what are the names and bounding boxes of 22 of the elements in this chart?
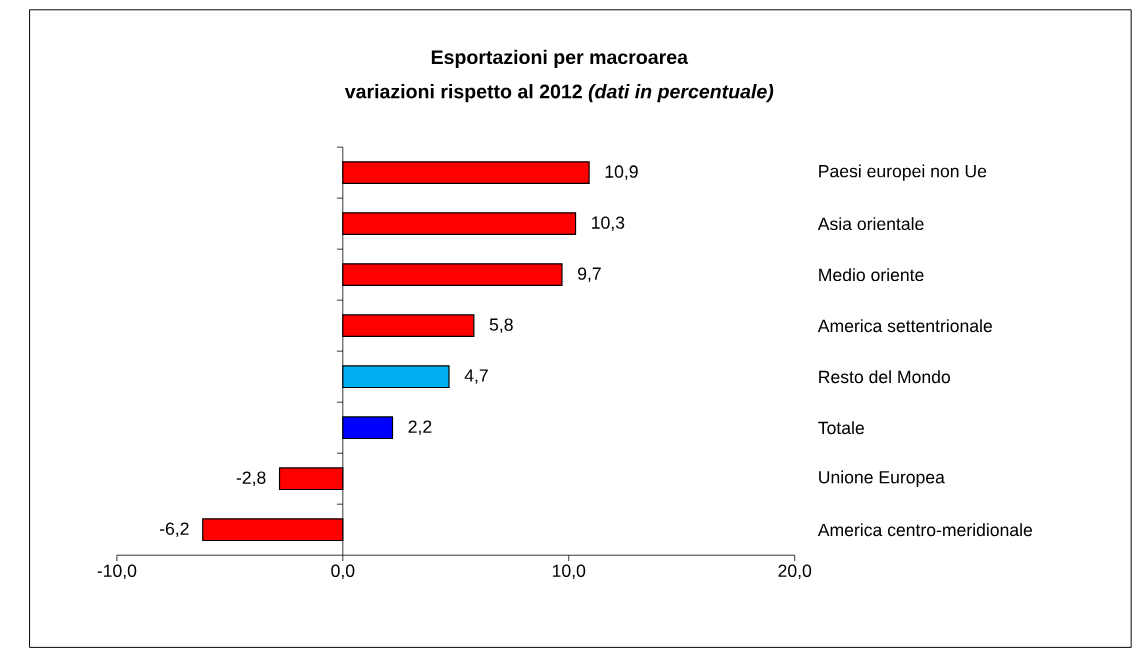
data-label: 10,3 bbox=[592, 216, 625, 231]
y-tick-label: Medio oriente bbox=[819, 268, 924, 282]
data-label: -6,2 bbox=[159, 522, 189, 537]
chart-title: Esportazioni per macroarea bbox=[431, 49, 689, 68]
y-tick-label: America settentrionale bbox=[817, 319, 992, 333]
y-tick-label: Unione Europea bbox=[819, 470, 945, 487]
x-tick-label: 20,0 bbox=[778, 564, 812, 579]
y-tick-label: Paesi europei non Ue bbox=[819, 164, 987, 181]
x-tick-label: 10,0 bbox=[552, 564, 586, 579]
data-label: -2,8 bbox=[236, 471, 266, 486]
data-label: 5,8 bbox=[489, 318, 513, 333]
chart-subtitle: variazioni rispetto al 2012 (dati in percentuale) bbox=[344, 83, 774, 103]
x-tick-label: -10,0 bbox=[97, 564, 137, 579]
data-label: 2,2 bbox=[408, 420, 432, 435]
y-tick-label: America centro-meridionale bbox=[817, 523, 1033, 537]
y-tick-label: Totale bbox=[818, 421, 864, 435]
data-label: 9,7 bbox=[578, 267, 601, 282]
data-label: 10,9 bbox=[605, 165, 638, 180]
y-tick-label: Resto del Mondo bbox=[819, 370, 950, 384]
y-tick-label: Asia orientale bbox=[817, 217, 924, 230]
x-tick-label: 0,0 bbox=[331, 564, 355, 579]
data-label: 4,7 bbox=[464, 369, 488, 384]
